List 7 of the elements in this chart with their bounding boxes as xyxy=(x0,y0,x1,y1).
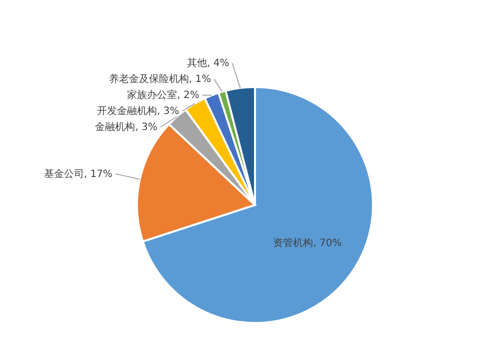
slice-label: 基金公司, 17% xyxy=(44,168,112,180)
slice-label: 养老金及保险机构, 1% xyxy=(108,73,212,86)
slice-label: 金融机构, 3% xyxy=(95,121,158,134)
slice-label: 家族办公室, 2% xyxy=(127,89,200,102)
slice-label: 资管机构, 70% xyxy=(273,237,342,250)
slice-label: 其他, 4% xyxy=(186,57,230,70)
slice-label: 开发金融机构, 3% xyxy=(96,105,180,118)
